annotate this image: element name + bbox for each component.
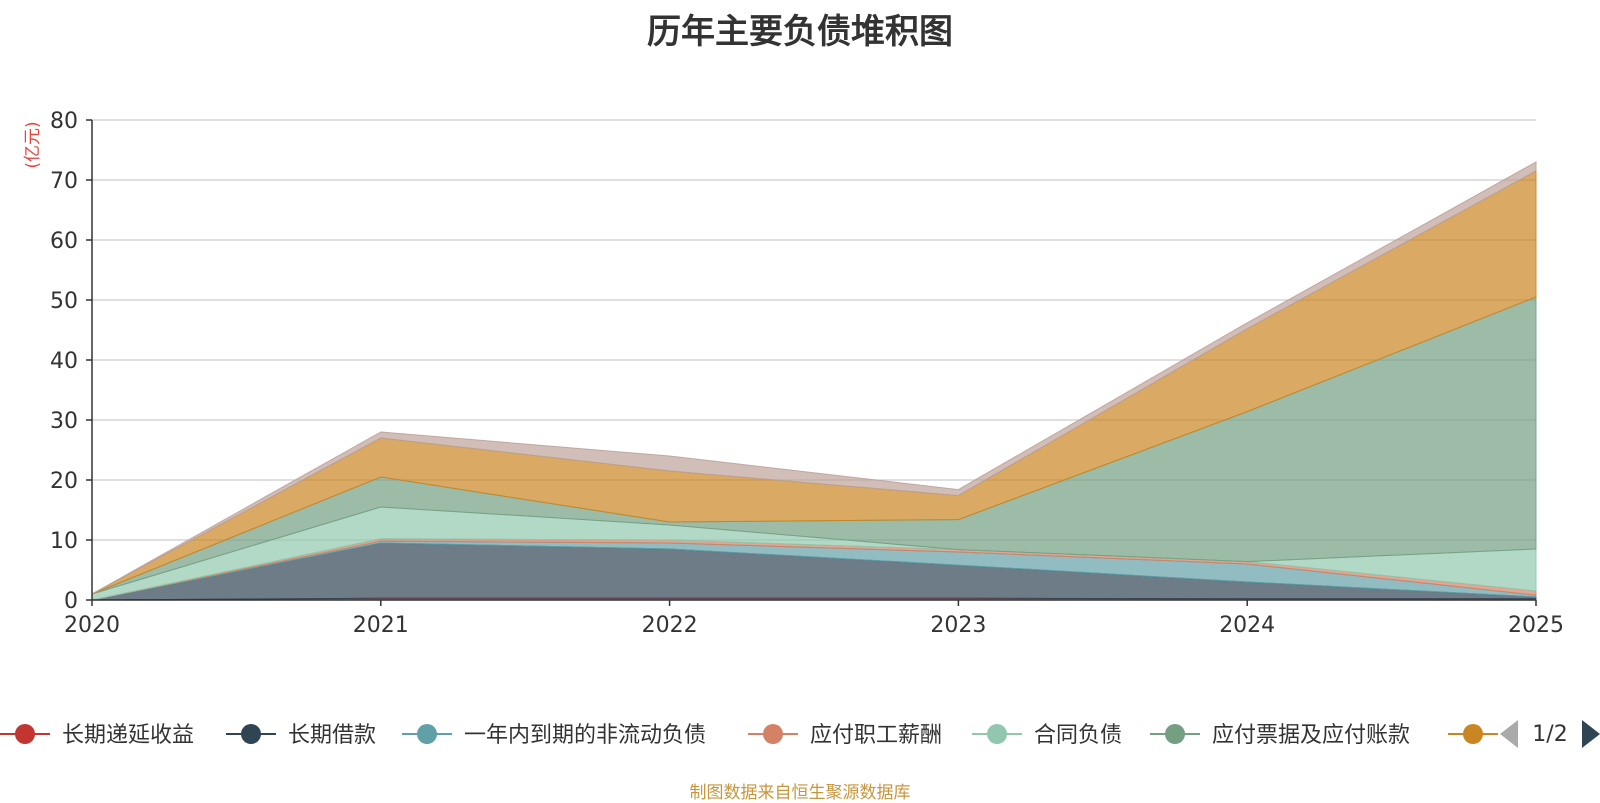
y-tick-label: 70 [50, 169, 78, 194]
legend-item[interactable]: 应付票据及应付账款 [1150, 723, 1410, 748]
y-tick-label: 80 [50, 109, 78, 134]
x-tick-label: 2023 [930, 613, 986, 638]
x-tick-label: 2022 [642, 613, 698, 638]
legend-item[interactable]: 合同负债 [972, 723, 1122, 748]
legend-label: 长期递延收益 [62, 723, 194, 748]
legend-label: 一年内到期的非流动负债 [464, 723, 706, 748]
legend-circle-marker [417, 724, 437, 744]
legend-pager: 1/2 [1500, 720, 1600, 748]
legend-page-indicator: 1/2 [1532, 722, 1567, 747]
legend: 长期递延收益 长期借款 一年内到期的非流动负债 应付职工薪酬 合同负债 应付票据及应付账款 [0, 723, 1498, 748]
legend-next-page-icon[interactable] [1582, 720, 1600, 748]
y-tick-label: 20 [50, 469, 78, 494]
legend-circle-marker [987, 724, 1007, 744]
legend-item[interactable]: 长期递延收益 [0, 723, 194, 748]
legend-circle-marker [241, 724, 261, 744]
data-source-note: 制图数据来自恒生聚源数据库 [689, 783, 911, 803]
legend-label: 合同负债 [1034, 723, 1122, 748]
chart-title: 历年主要负债堆积图 [647, 12, 953, 52]
legend-item[interactable]: 长期借款 [226, 723, 376, 748]
legend-label: 长期借款 [288, 723, 376, 748]
x-tick-label: 2021 [353, 613, 409, 638]
y-tick-label: 0 [64, 589, 78, 614]
x-tick-label: 2020 [64, 613, 120, 638]
axes: 0 10 20 30 40 50 60 70 80 2020 2021 2022 2023 2024 202… [50, 109, 1564, 638]
legend-circle-marker [763, 724, 783, 744]
y-tick-label: 60 [50, 229, 78, 254]
legend-label: 应付职工薪酬 [810, 723, 942, 748]
stacked-areas [91, 161, 1537, 601]
x-tick-label: 2025 [1508, 613, 1564, 638]
legend-item[interactable]: 一年内到期的非流动负债 [402, 723, 706, 748]
y-tick-label: 10 [50, 529, 78, 554]
legend-prev-page-icon[interactable] [1500, 720, 1518, 748]
legend-circle-marker [15, 724, 35, 744]
y-axis-unit-label: (亿元) [23, 121, 43, 168]
legend-item[interactable]: 应付职工薪酬 [748, 723, 942, 748]
y-tick-label: 50 [50, 289, 78, 314]
x-tick-label: 2024 [1219, 613, 1275, 638]
legend-label: 应付票据及应付账款 [1212, 723, 1410, 748]
y-tick-label: 30 [50, 409, 78, 434]
y-tick-label: 40 [50, 349, 78, 374]
legend-circle-marker [1165, 724, 1185, 744]
legend-item[interactable] [1448, 724, 1498, 744]
legend-circle-marker [1463, 724, 1483, 744]
area-series-7 [91, 161, 1537, 595]
